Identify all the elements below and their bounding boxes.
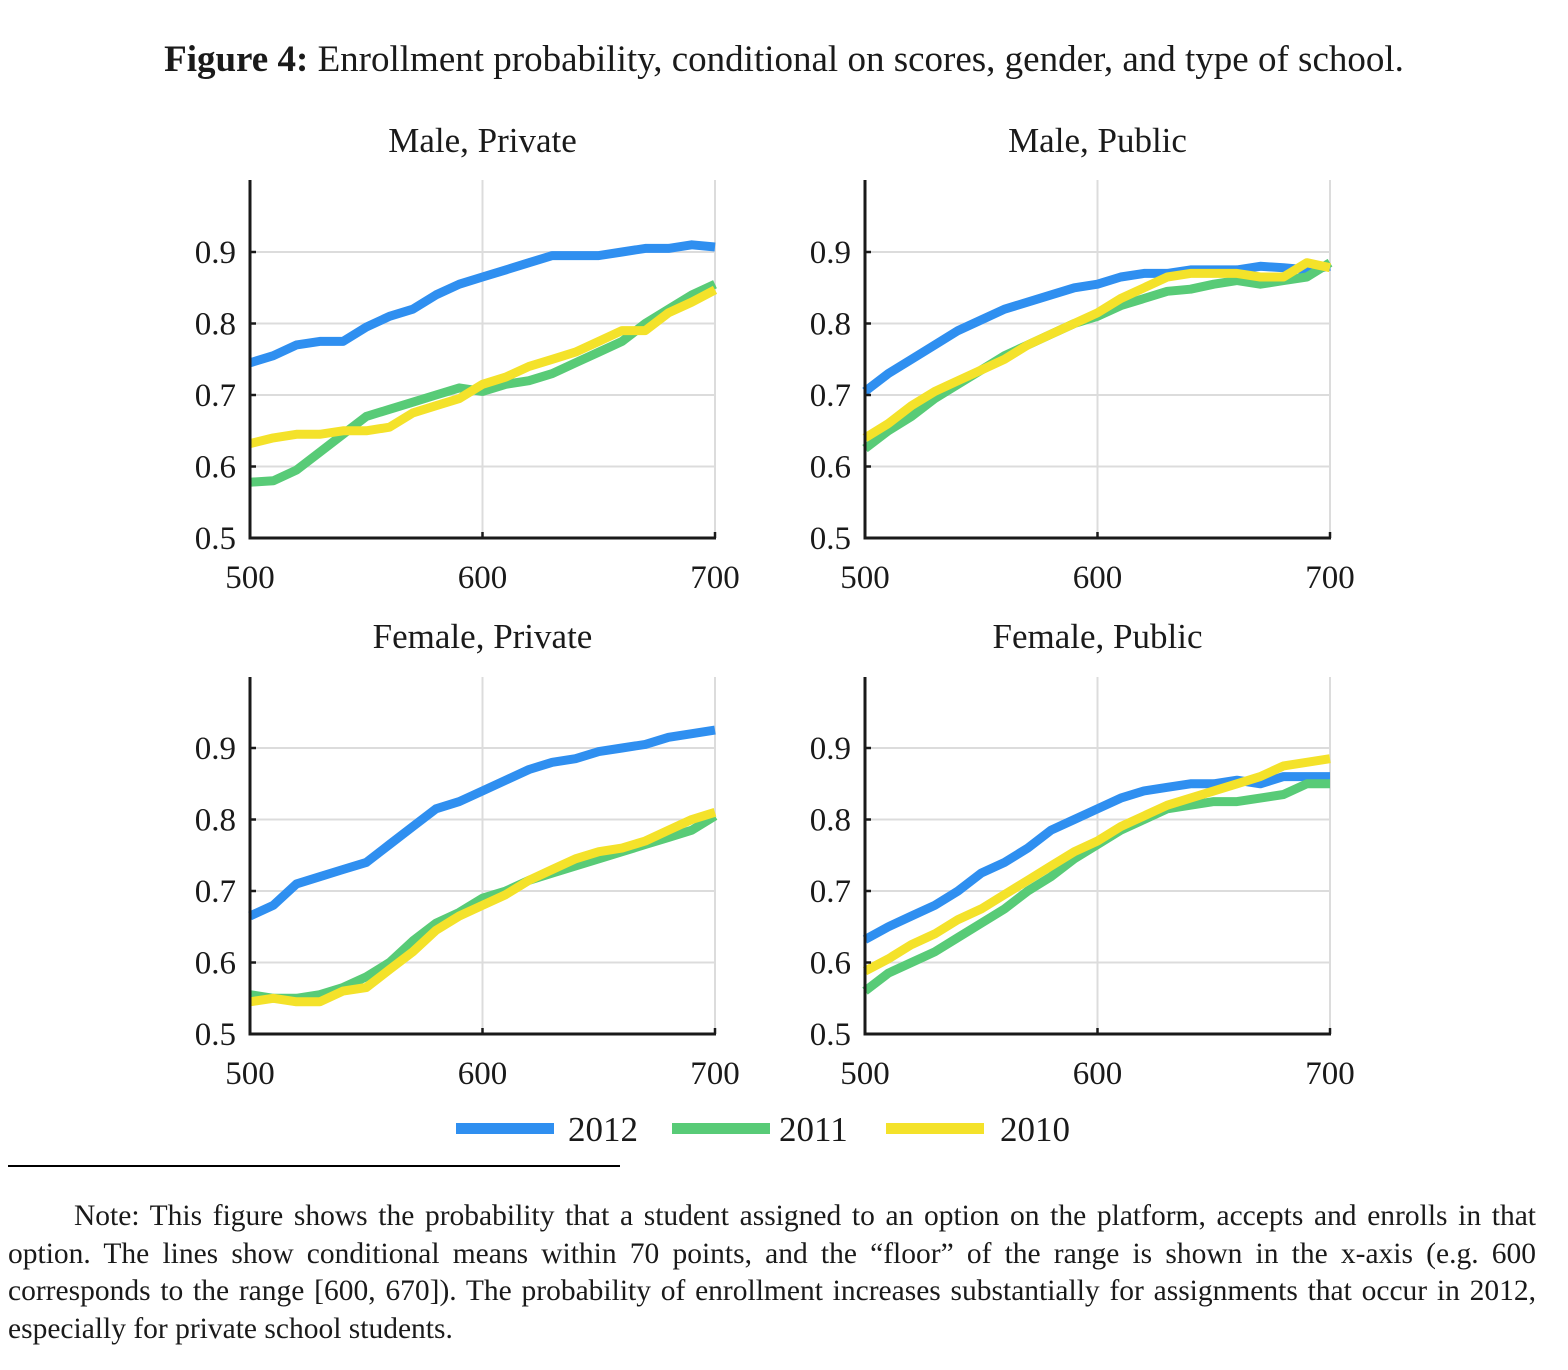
y-tick-label: 0.9: [810, 235, 851, 271]
y-tick-label: 0.9: [195, 235, 236, 271]
legend-swatch-2012: [456, 1123, 554, 1134]
y-tick-label: 0.8: [810, 307, 851, 343]
panel-title-female-public: Female, Public: [993, 617, 1203, 656]
y-tick-label: 0.9: [195, 731, 236, 767]
x-tick-label: 500: [225, 1056, 275, 1092]
x-tick-label: 700: [690, 560, 740, 596]
y-tick-label: 0.6: [810, 946, 851, 982]
x-tick-label: 600: [458, 560, 508, 596]
series-line-2012: [248, 725, 716, 921]
series-line-2010: [249, 808, 717, 1007]
y-tick-label: 0.7: [810, 874, 851, 910]
y-tick-label: 0.6: [810, 450, 851, 486]
y-tick-label: 0.7: [195, 378, 236, 414]
x-tick-label: 500: [225, 560, 275, 596]
x-tick-label: 600: [1073, 560, 1123, 596]
y-tick-label: 0.5: [810, 1017, 851, 1053]
series-line-2010: [862, 258, 1331, 442]
panel-title-male-public: Male, Public: [1008, 121, 1187, 160]
x-tick-label: 600: [458, 1056, 508, 1092]
series-line-2012: [862, 261, 1331, 395]
y-tick-label: 0.5: [810, 521, 851, 557]
x-tick-label: 700: [1305, 560, 1355, 596]
figure-note: Note: This figure shows the probability …: [8, 1200, 1536, 1345]
y-tick-label: 0.5: [195, 1017, 236, 1053]
legend-swatch-2010: [886, 1123, 984, 1134]
x-tick-label: 700: [1305, 1056, 1355, 1092]
y-tick-label: 0.8: [195, 307, 236, 343]
legend-label-2011: 2011: [779, 1110, 848, 1149]
series-line-2012: [248, 240, 716, 368]
figure-title: Figure 4: Enrollment probability, condit…: [0, 38, 1568, 81]
legend-label-2010: 2010: [1000, 1110, 1070, 1149]
x-tick-label: 600: [1073, 1056, 1123, 1092]
legend-swatch-2011: [672, 1123, 770, 1134]
y-tick-label: 0.7: [195, 874, 236, 910]
x-tick-label: 700: [690, 1056, 740, 1092]
series-line-2010: [248, 285, 718, 448]
y-tick-label: 0.8: [810, 803, 851, 839]
y-tick-label: 0.8: [195, 803, 236, 839]
series-line-2010: [862, 754, 1331, 976]
figure-panels: Male, Private 0.5 0.6 0.7 0.8 0.9 500 600 700 Mal…: [195, 121, 1355, 1149]
y-tick-label: 0.7: [810, 378, 851, 414]
panel-title-male-private: Male, Private: [388, 121, 577, 160]
x-tick-label: 500: [840, 1056, 890, 1092]
y-tick-label: 0.9: [810, 731, 851, 767]
y-tick-label: 0.6: [195, 450, 236, 486]
y-tick-label: 0.5: [195, 521, 236, 557]
legend-label-2012: 2012: [568, 1110, 638, 1149]
figure-label: Figure 4:: [164, 39, 309, 80]
y-tick-label: 0.6: [195, 946, 236, 982]
x-tick-label: 500: [840, 560, 890, 596]
footnote-rule: [8, 1165, 620, 1167]
figure-caption: Enrollment probability, conditional on s…: [308, 39, 1404, 80]
panel-title-female-private: Female, Private: [373, 617, 593, 656]
